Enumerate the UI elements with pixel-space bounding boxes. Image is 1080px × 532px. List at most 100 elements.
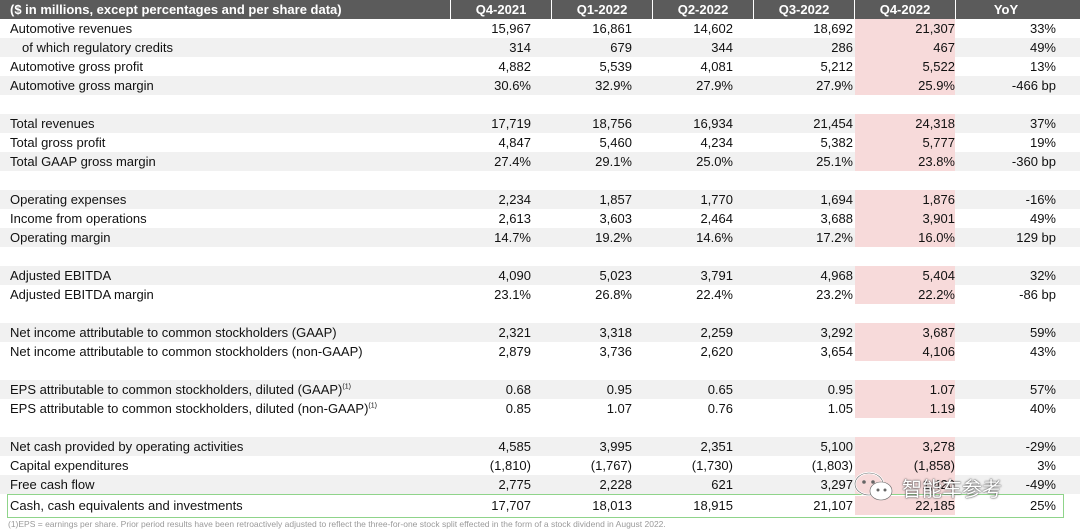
cell-value: 22.2% [918, 287, 955, 302]
cell-value: 27.4% [494, 154, 531, 169]
table-row: Total revenues 17,719 18,756 16,934 21,4… [0, 114, 1080, 133]
cell-value: 4,106 [922, 344, 955, 359]
header-separator [652, 0, 653, 19]
highlight-cell [855, 266, 955, 285]
col-q3-2022: Q3-2022 [778, 2, 830, 17]
cell-value: 4,090 [498, 268, 531, 283]
row-label: Total revenues [10, 116, 95, 131]
cell-value: 21,454 [813, 116, 853, 131]
cell-value: 16.0% [918, 230, 955, 245]
cell-value: 18,013 [592, 498, 632, 513]
cell-value: 1,876 [922, 192, 955, 207]
row-label: Net cash provided by operating activitie… [10, 439, 244, 454]
cell-value: 0.76 [707, 401, 733, 416]
table-row: Net income attributable to common stockh… [0, 323, 1080, 342]
cell-value: 2,620 [700, 344, 733, 359]
cell-value: 40% [1029, 401, 1056, 416]
header-separator [551, 0, 552, 19]
footnote: (1)EPS = earnings per share. Prior perio… [8, 519, 666, 529]
table-row: Net cash provided by operating activitie… [0, 437, 1080, 456]
cell-value: 3,297 [820, 477, 853, 492]
cell-value: 3,292 [820, 325, 853, 340]
cell-value: 0.95 [606, 382, 632, 397]
table-row-highlighted: Cash, cash equivalents and investments 1… [0, 496, 1080, 515]
cell-value: 43% [1029, 344, 1056, 359]
highlight-cell [855, 380, 955, 399]
table-row: Adjusted EBITDA 4,090 5,023 3,791 4,968 … [0, 266, 1080, 285]
table-row: Income from operations 2,613 3,603 2,464… [0, 209, 1080, 228]
cell-value: 3,603 [599, 211, 632, 226]
highlight-cell [855, 342, 955, 361]
cell-value: 5,539 [599, 59, 632, 74]
wechat-icon [853, 471, 893, 501]
row-label: Cash, cash equivalents and investments [10, 498, 243, 513]
cell-value: 14,602 [693, 21, 733, 36]
cell-value: 0.85 [505, 401, 531, 416]
cell-value: 26.8% [595, 287, 632, 302]
row-label: Income from operations [10, 211, 147, 226]
highlight-cell [855, 57, 955, 76]
cell-value: 2,259 [700, 325, 733, 340]
table-row: Net income attributable to common stockh… [0, 342, 1080, 361]
cell-value: 3,736 [599, 344, 632, 359]
highlight-cell [855, 456, 955, 475]
col-yoy: YoY [993, 2, 1019, 17]
cell-value: 18,915 [693, 498, 733, 513]
cell-value: 29.1% [595, 154, 632, 169]
cell-value: 24,318 [915, 116, 955, 131]
cell-value: 16,861 [592, 21, 632, 36]
cell-value: 3,318 [599, 325, 632, 340]
row-label: Adjusted EBITDA margin [10, 287, 154, 302]
cell-value: 18,692 [813, 21, 853, 36]
cell-value: 1,694 [820, 192, 853, 207]
cell-value: 27.9% [816, 78, 853, 93]
cell-value: 2,879 [498, 344, 531, 359]
highlight-cell [855, 133, 955, 152]
highlight-cell [855, 114, 955, 133]
cell-value: 4,585 [498, 439, 531, 454]
row-label: Capital expenditures [10, 458, 129, 473]
highlight-box-green [7, 494, 1064, 518]
row-label: Total gross profit [10, 135, 106, 150]
cell-value: 286 [831, 40, 853, 55]
cell-value: 2,228 [599, 477, 632, 492]
row-label: Automotive gross profit [10, 59, 143, 74]
cell-value: 3,654 [820, 344, 853, 359]
cell-value: 59% [1029, 325, 1056, 340]
cell-value: 22,185 [915, 498, 955, 513]
highlight-cell [855, 152, 955, 171]
header-separator [753, 0, 754, 19]
col-q1-2022: Q1-2022 [576, 2, 628, 17]
cell-value: -86 bp [1019, 287, 1056, 302]
cell-value: 14.7% [494, 230, 531, 245]
cell-value: (1,810) [489, 458, 531, 473]
highlight-cell [855, 76, 955, 95]
cell-value: -49% [1025, 477, 1056, 492]
cell-value: -360 bp [1011, 154, 1056, 169]
cell-value: 27.9% [696, 78, 733, 93]
row-label: EPS attributable to common stockholders,… [10, 382, 351, 397]
cell-value: 1,420 [922, 477, 955, 492]
highlight-cell [855, 19, 955, 38]
row-label: Operating expenses [10, 192, 127, 207]
cell-value: 2,234 [498, 192, 531, 207]
row-label: Automotive gross margin [10, 78, 154, 93]
table-row: Capital expenditures (1,810) (1,767) (1,… [0, 456, 1080, 475]
cell-value: (1,858) [913, 458, 955, 473]
table-row: Automotive revenues 15,967 16,861 14,602… [0, 19, 1080, 38]
cell-value: 467 [933, 40, 955, 55]
cell-value: 1.05 [827, 401, 853, 416]
cell-value: 5,100 [820, 439, 853, 454]
row-label: EPS attributable to common stockholders,… [10, 401, 377, 416]
cell-value: 16,934 [693, 116, 733, 131]
cell-value: (1,767) [590, 458, 632, 473]
cell-value: 25.9% [918, 78, 955, 93]
watermark-text: 智能车参考 [902, 476, 1002, 501]
cell-value: 344 [711, 40, 733, 55]
cell-value: 5,404 [922, 268, 955, 283]
cell-value: 17,719 [491, 116, 531, 131]
row-label: of which regulatory credits [22, 40, 174, 55]
highlight-cell [855, 285, 955, 304]
cell-value: 0.95 [827, 382, 853, 397]
cell-value: 22.4% [696, 287, 733, 302]
